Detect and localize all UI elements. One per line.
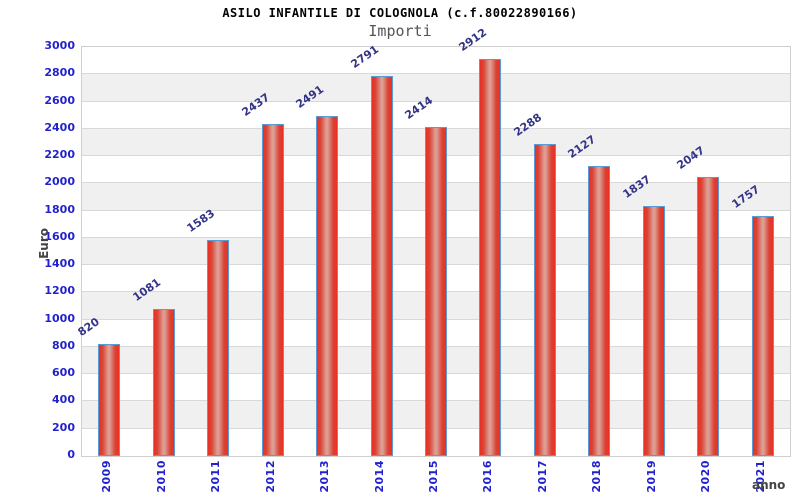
y-tick-label: 600 [52, 366, 75, 380]
bar-2010 [152, 308, 175, 456]
background-band [82, 47, 790, 75]
x-axis-label: anno [752, 478, 786, 492]
y-tick-label: 1400 [44, 257, 75, 271]
x-tick-label-2019: 2019 [644, 460, 658, 493]
y-axis: 0 200 400 600 800 1000 1200 1400 1600 1800 2000 220… [0, 39, 75, 461]
x-tick-label-2015: 2015 [427, 460, 440, 493]
bar-2018 [588, 166, 611, 456]
x-axis: 2009 2010 2011 2012 2013 2014 2015 2016 2017 2018… [81, 457, 789, 500]
x-tick-label-2013: 2013 [318, 460, 332, 493]
x-tick-label-2016: 2016 [481, 460, 495, 493]
bar-2009 [98, 344, 121, 456]
x-tick-label-2020: 2020 [699, 460, 713, 493]
y-tick-label: 1800 [44, 202, 75, 216]
bar-2019 [642, 205, 665, 456]
y-tick-label: 200 [52, 420, 75, 434]
bar-2015 [425, 126, 447, 456]
bar-2017 [533, 144, 556, 456]
gridline [82, 73, 790, 75]
y-tick-label: 2400 [44, 120, 75, 134]
y-tick-label: 800 [52, 338, 75, 352]
y-tick-label: 0 [67, 448, 75, 461]
y-tick-label: 1600 [44, 229, 75, 243]
chart-title: ASILO INFANTILE DI COLOGNOLA (c.f.800228… [222, 6, 578, 20]
bar-2014 [370, 75, 393, 456]
x-tick-label-2012: 2012 [263, 460, 277, 493]
bar-2013 [316, 116, 339, 456]
background-band [82, 101, 790, 129]
y-tick-label: 1000 [44, 311, 75, 325]
plot-area: 820 1081 1583 2437 2491 2791 2414 2912 2288 2127 1… [76, 26, 791, 457]
y-axis-label: Euro [37, 228, 51, 259]
bar-2016 [479, 59, 502, 456]
y-tick-label: 2200 [44, 148, 75, 162]
x-tick-label-2014: 2014 [372, 460, 386, 493]
x-tick-label-2018: 2018 [590, 460, 604, 493]
gridline [82, 100, 790, 102]
y-tick-label: 3000 [44, 39, 75, 52]
y-tick-label: 2000 [44, 175, 75, 189]
x-tick-label-2011: 2011 [209, 460, 223, 493]
background-band [82, 74, 790, 102]
y-tick-label: 2600 [44, 93, 75, 107]
bar-2011 [207, 240, 230, 456]
bar-2021 [751, 216, 774, 456]
y-tick-label: 1200 [44, 284, 75, 298]
bar-2020 [697, 176, 720, 456]
y-tick-label: 400 [52, 393, 75, 407]
x-tick-label-2017: 2017 [535, 460, 549, 493]
chart-subtitle: Importi [368, 22, 432, 40]
y-tick-label: 2800 [44, 66, 75, 80]
x-tick-label-2010: 2010 [154, 460, 168, 493]
x-tick-label-2009: 2009 [100, 460, 114, 493]
bar-2012 [261, 123, 284, 456]
